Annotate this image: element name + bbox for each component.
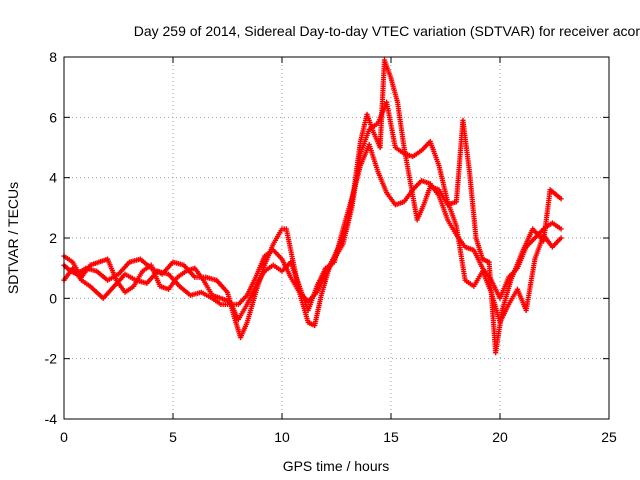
plot-frame (63, 56, 610, 420)
x-axis-label: GPS time / hours (283, 458, 390, 474)
x-tick-label: 15 (383, 429, 399, 445)
y-axis-label: SDTVAR / TECUs (5, 182, 21, 294)
data-series (61, 57, 564, 356)
chart-title: Day 259 of 2014, Sidereal Day-to-day VTE… (134, 23, 640, 39)
x-tick-label: 25 (601, 429, 617, 445)
data-point (558, 226, 564, 232)
x-tick-label: 0 (60, 429, 68, 445)
y-tick-label: -4 (45, 411, 58, 427)
y-tick-label: 6 (49, 109, 57, 125)
y-tick-label: 2 (49, 230, 57, 246)
y-tick-label: 4 (49, 170, 57, 186)
data-point (558, 196, 564, 202)
data-point (558, 235, 564, 241)
x-tick-label: 20 (492, 429, 508, 445)
x-tick-label: 5 (169, 429, 177, 445)
y-tick-label: 8 (49, 49, 57, 65)
y-tick-label: -2 (45, 351, 58, 367)
x-tick-label: 10 (274, 429, 290, 445)
y-tick-label: 0 (49, 290, 57, 306)
